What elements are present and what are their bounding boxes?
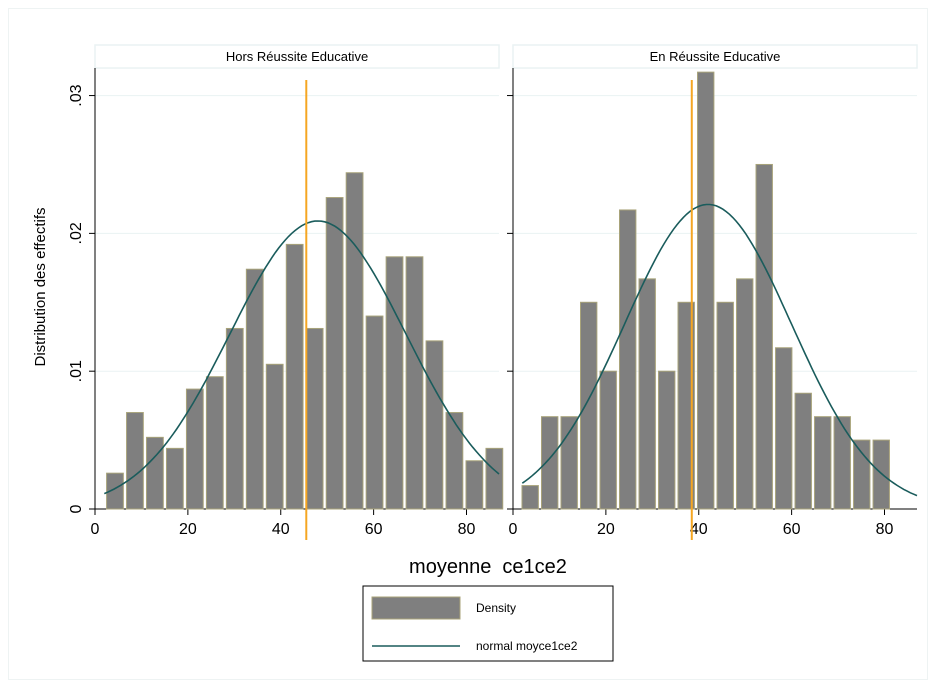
histogram-bar — [853, 439, 871, 510]
histogram-bar — [365, 315, 384, 510]
histogram-bar — [106, 472, 124, 510]
y-tick-label: .03 — [68, 84, 85, 106]
histogram-bar — [716, 301, 734, 510]
y-tick-label: 0 — [68, 504, 85, 513]
x-tick-label: 80 — [876, 521, 894, 538]
histogram-bar — [814, 416, 832, 510]
histogram-bar — [305, 327, 324, 510]
y-tick-label: .01 — [68, 360, 85, 382]
legend-density-label: Density — [476, 601, 516, 615]
histogram-bar — [126, 412, 144, 510]
histogram-bar — [794, 392, 812, 510]
x-tick-label: 20 — [597, 521, 615, 538]
histogram-bar — [833, 416, 851, 510]
histogram-bar — [146, 436, 164, 510]
histogram-bar — [225, 327, 244, 510]
x-tick-label: 60 — [365, 521, 383, 538]
histogram-bar — [736, 278, 754, 510]
panel-header — [94, 44, 500, 69]
panel-2: En Réussite Educative 0 20 40 60 80 — [507, 44, 918, 540]
x-tick-label: 20 — [179, 521, 197, 538]
normal-curve — [521, 203, 918, 497]
y-tick-label: .02 — [68, 222, 85, 244]
panel-title: Hors Réussite Educative — [226, 49, 368, 64]
histogram-bar — [285, 243, 304, 510]
histogram-bar — [165, 447, 184, 510]
x-tick-label: 80 — [458, 521, 476, 538]
x-tick-label: 40 — [690, 521, 708, 538]
x-tick-label: 0 — [91, 521, 100, 538]
histogram-bar — [775, 347, 793, 510]
histogram-bar — [205, 376, 224, 510]
histogram-bar — [540, 416, 559, 510]
histogram-bar — [872, 439, 890, 510]
x-axis-label: moyenne ce1ce2 — [409, 556, 567, 578]
panel-1: Hors Réussite Educative 0 20 40 60 80 0 .01 .02.… — [68, 44, 504, 540]
x-tick-label: 0 — [509, 521, 518, 538]
y-axis-label: Distribution des effectifs — [32, 208, 49, 367]
legend-normal-label: normal moyce1ce2 — [476, 639, 578, 653]
x-tick-label: 60 — [783, 521, 801, 538]
figure-frame — [8, 8, 928, 680]
histogram-bar — [638, 278, 656, 510]
panel-title: En Réussite Educative — [650, 49, 781, 64]
histogram-bar — [599, 370, 617, 510]
histogram-bar — [245, 268, 264, 510]
histogram-bar — [521, 485, 539, 510]
panel-header — [512, 44, 918, 69]
histogram-bar — [560, 416, 578, 510]
histogram-bar — [677, 301, 695, 510]
normal-curve — [103, 220, 500, 495]
histogram-bar — [425, 340, 444, 510]
histogram-bar — [755, 163, 773, 510]
histogram-bar — [619, 209, 637, 510]
histogram-bar — [445, 412, 464, 510]
histogram-bar — [325, 197, 344, 510]
histogram-bar — [580, 301, 598, 510]
legend: Density normal moyce1ce2 — [362, 585, 614, 662]
histogram-bar — [185, 388, 204, 510]
histogram-bar — [658, 370, 676, 510]
histogram-bar — [485, 447, 504, 510]
legend-density-swatch — [371, 596, 461, 620]
histogram-bar — [405, 256, 424, 510]
x-tick-label: 40 — [272, 521, 290, 538]
histogram-bar — [465, 460, 484, 510]
histogram-bar — [697, 71, 715, 510]
histogram-bar — [265, 363, 284, 510]
histogram-bar — [345, 172, 364, 510]
histogram-bar — [385, 256, 404, 510]
